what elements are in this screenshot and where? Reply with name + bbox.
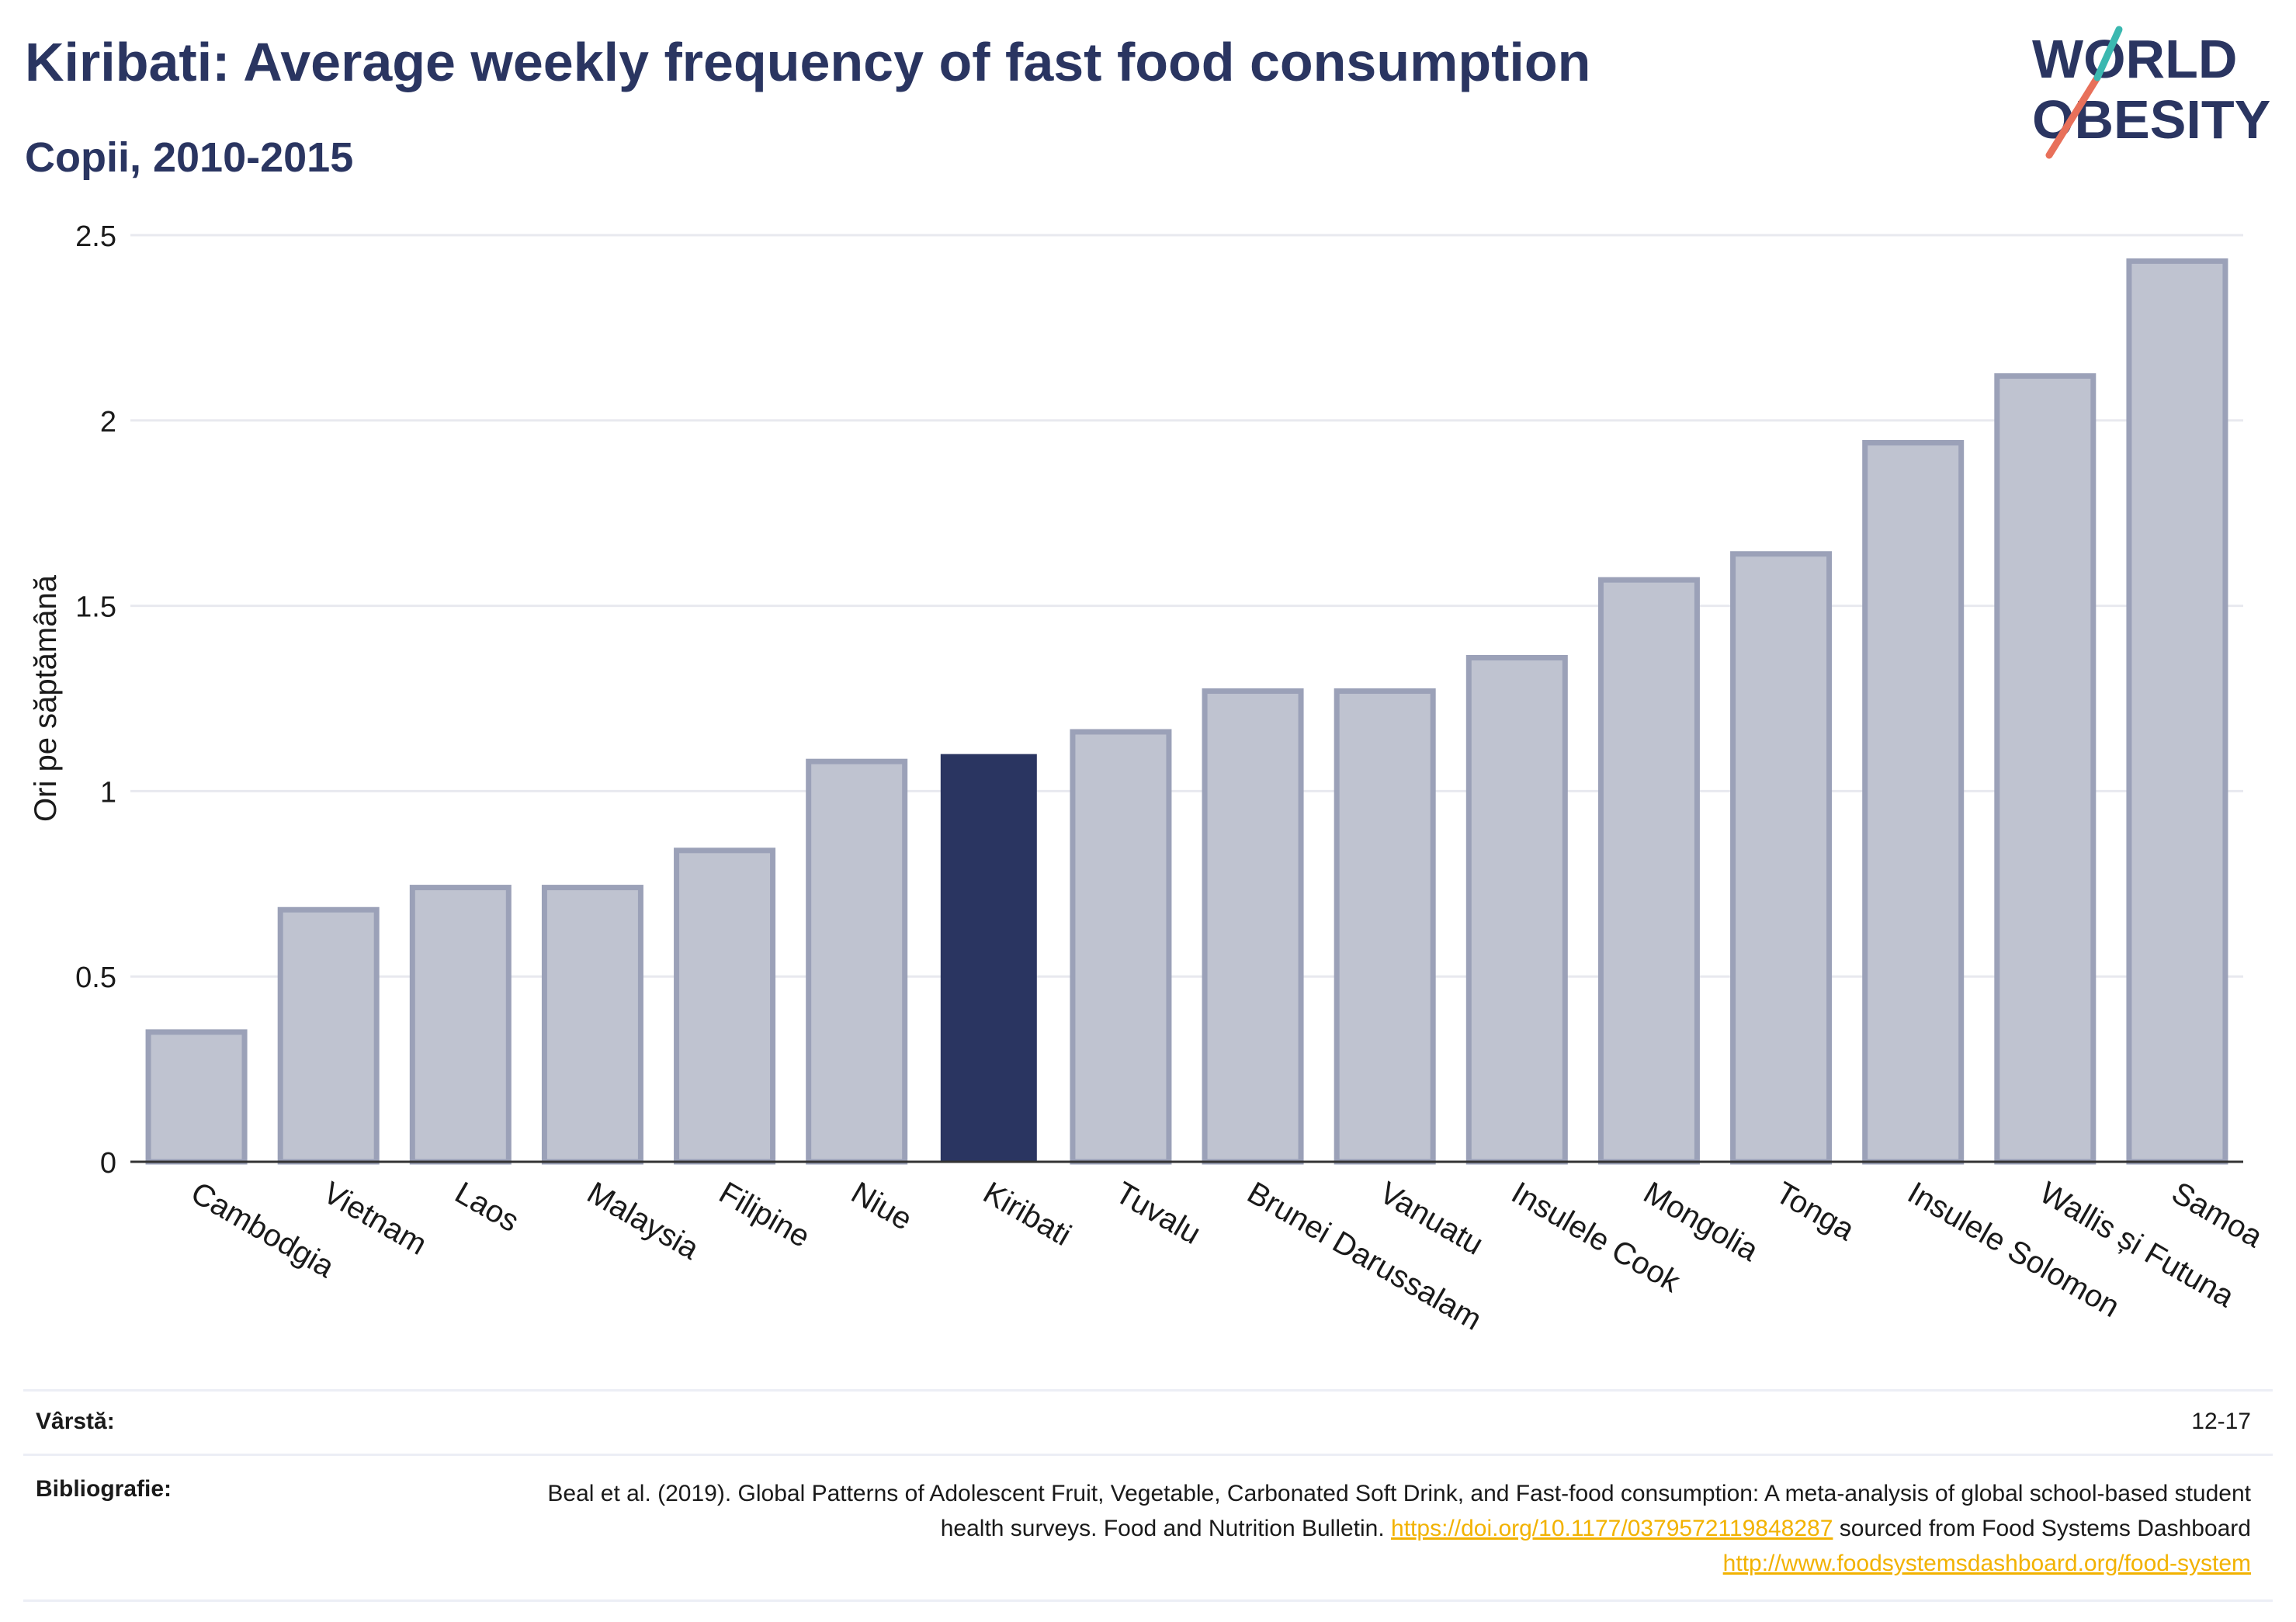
bar-niue[interactable] (806, 758, 908, 1165)
y-tick-labels: 0 0.5 1 1.5 2 2.5 (75, 220, 116, 1180)
chart-footer: Vârstă: 12-17 Bibliografie: Beal et al. … (23, 1389, 2273, 1602)
y-axis-label: Ori pe săptămână (29, 574, 63, 822)
bar-cambodgia[interactable] (145, 1029, 248, 1165)
bib-text-part2: sourced from Food Systems Dashboard (1833, 1516, 2251, 1541)
bar-vanuatu[interactable] (1334, 688, 1436, 1165)
divider (23, 1599, 2273, 1602)
world-obesity-logo: WORLD OBESITY (2032, 26, 2270, 159)
bar-wallis-i-futuna[interactable] (1994, 373, 2097, 1165)
y-tick-label: 1.5 (75, 591, 116, 624)
bar-malaysia[interactable] (541, 885, 643, 1165)
y-tick-label: 0 (100, 1147, 116, 1180)
age-value: 12-17 (2191, 1409, 2251, 1434)
bar-insulele-cook[interactable] (1465, 654, 1568, 1165)
bars (145, 258, 2228, 1165)
x-tick-label: Samoa (2166, 1176, 2268, 1255)
x-tick-label: Kiribati (977, 1176, 1077, 1253)
bib-text-part1: Beal et al. (2019). Global Patterns of A… (547, 1481, 2251, 1541)
bar-kiribati[interactable] (940, 754, 1037, 1162)
bar-tuvalu[interactable] (1070, 729, 1172, 1165)
x-tick-label: Brunei Darussalam (1242, 1176, 1488, 1337)
bar-filipine[interactable] (674, 847, 776, 1165)
x-tick-label: Laos (449, 1176, 525, 1239)
doi-link[interactable]: https://doi.org/10.1177/0379572119848287 (1391, 1516, 1833, 1541)
bar-tonga[interactable] (1730, 551, 1833, 1165)
age-row: Vârstă: 12-17 (23, 1392, 2273, 1454)
x-tick-label: Cambodgia (186, 1176, 341, 1285)
x-tick-label: Vietnam (317, 1176, 432, 1262)
y-tick-label: 1 (100, 776, 116, 809)
age-label: Vârstă: (36, 1409, 115, 1434)
x-tick-label: Tuvalu (1109, 1176, 1206, 1251)
bar-vietnam[interactable] (277, 906, 380, 1165)
divider (23, 1454, 2273, 1456)
bibliography-text: Beal et al. (2019). Global Patterns of A… (543, 1476, 2273, 1581)
x-tick-label: Malaysia (581, 1176, 705, 1267)
x-tick-label: Niue (845, 1176, 917, 1237)
bar-samoa[interactable] (2126, 258, 2228, 1165)
logo-slash-coral (2045, 74, 2101, 159)
bar-brunei-darussalam[interactable] (1202, 688, 1304, 1165)
x-tick-label: Vanuatu (1374, 1176, 1489, 1262)
chart-title: Kiribati: Average weekly frequency of fa… (25, 32, 1591, 92)
x-tick-label: Filipine (713, 1176, 816, 1254)
y-tick-label: 2.5 (75, 220, 116, 253)
bar-insulele-solomon[interactable] (1862, 439, 1965, 1165)
bar-mongolia[interactable] (1597, 577, 1700, 1165)
y-tick-label: 0.5 (75, 962, 116, 994)
dashboard-link[interactable]: http://www.foodsystemsdashboard.org/food… (1722, 1551, 2251, 1576)
x-tick-label: Tonga (1770, 1176, 1861, 1248)
divider (23, 1389, 2273, 1392)
logo-slash-teal (2093, 26, 2123, 81)
logo-line1: WORLD (2032, 29, 2237, 89)
bar-laos[interactable] (409, 885, 512, 1165)
chart-subtitle: Copii, 2010-2015 (25, 134, 354, 181)
bibliography-label: Bibliografie: (36, 1476, 172, 1502)
y-tick-label: 2 (100, 406, 116, 438)
bibliography-row: Bibliografie: Beal et al. (2019). Global… (23, 1456, 2273, 1599)
x-tick-label: Insulele Solomon (1902, 1176, 2125, 1325)
